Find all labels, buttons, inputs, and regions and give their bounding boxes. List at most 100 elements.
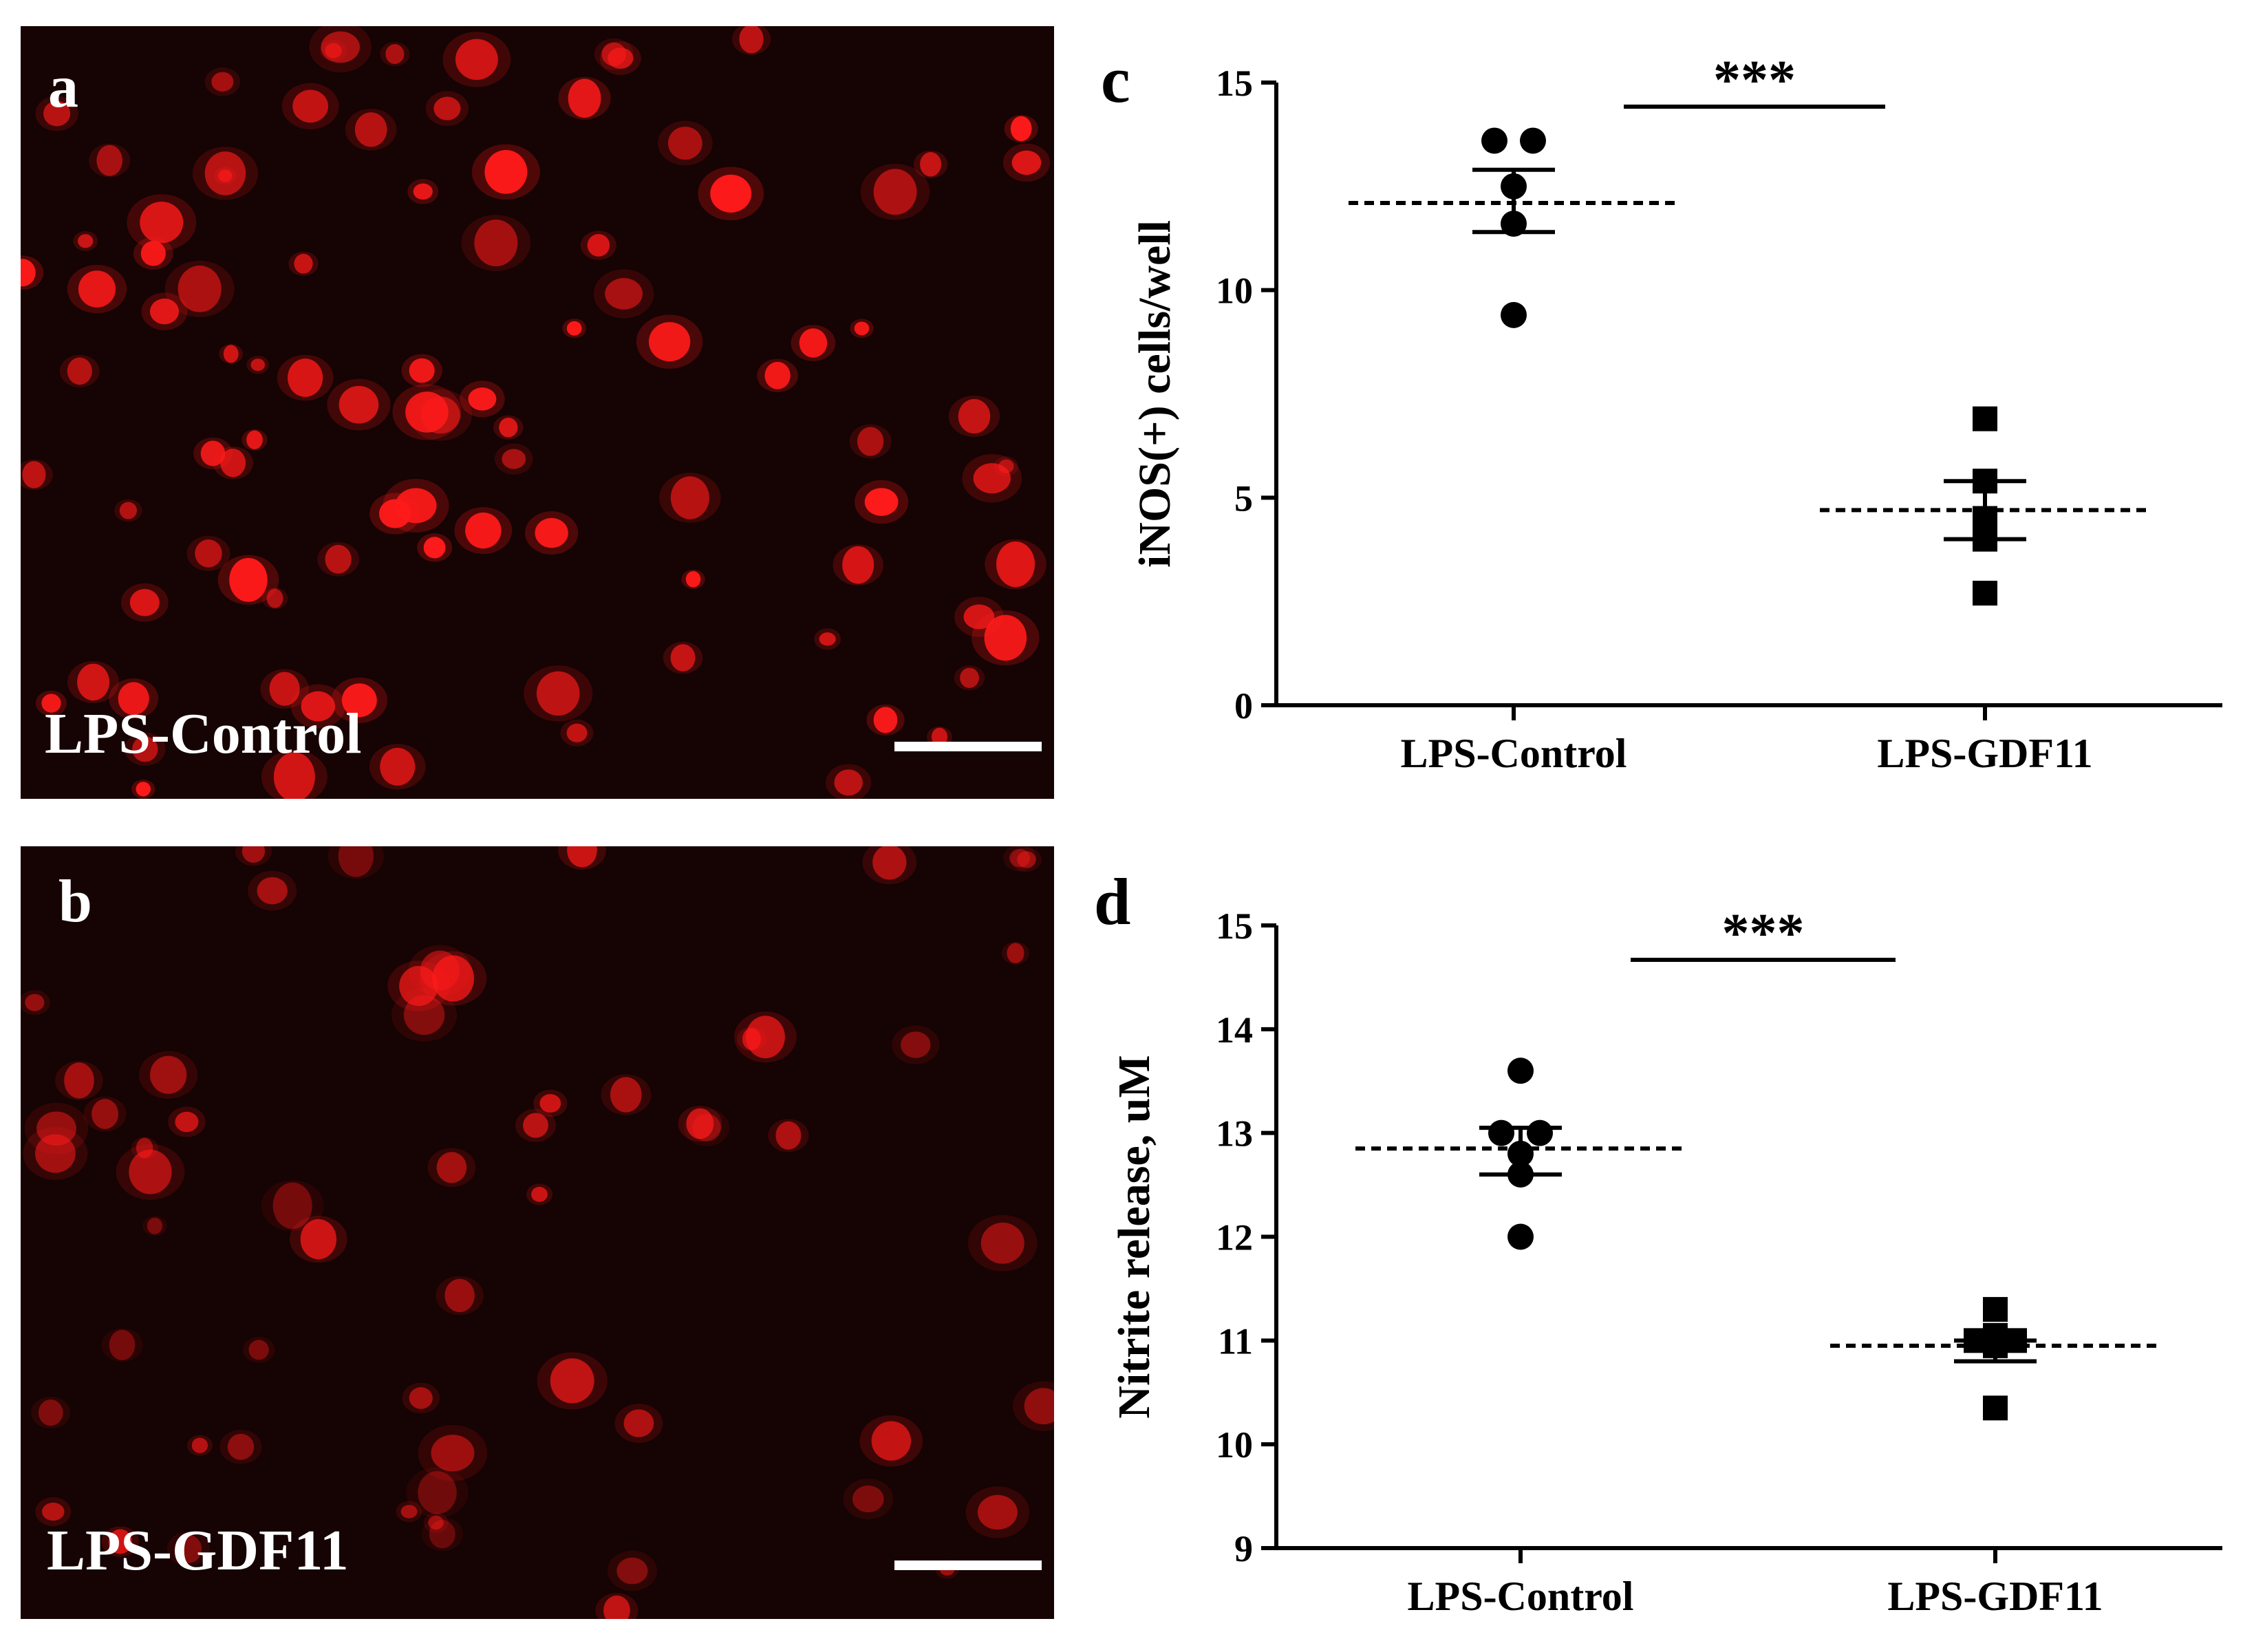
cell-halo xyxy=(167,1532,210,1567)
cell xyxy=(38,1399,63,1426)
cell xyxy=(399,965,438,1007)
cell xyxy=(872,846,907,880)
cell xyxy=(819,632,836,646)
cell xyxy=(175,1111,199,1133)
cells-layer-b xyxy=(21,846,1054,1619)
cell xyxy=(499,418,518,438)
cell-halo xyxy=(607,1550,658,1591)
data-point xyxy=(1501,211,1527,237)
cell xyxy=(465,512,502,549)
cell xyxy=(204,151,246,195)
micrograph-lps-control: a LPS-Control xyxy=(21,26,1054,799)
cell xyxy=(147,1217,163,1234)
cell xyxy=(22,461,46,489)
cell xyxy=(229,557,268,602)
cell xyxy=(568,78,601,118)
image-caption-b: LPS-GDF11 xyxy=(47,1519,349,1583)
cell xyxy=(799,328,828,358)
cell xyxy=(273,752,315,799)
cell xyxy=(354,112,387,147)
cell xyxy=(67,357,92,385)
cell xyxy=(211,72,234,92)
y-tick-label: 12 xyxy=(1216,1217,1253,1258)
cell xyxy=(175,1534,202,1563)
cell xyxy=(136,782,151,797)
cell xyxy=(409,1387,433,1409)
cell xyxy=(242,846,266,863)
panel-letter-b: b xyxy=(58,868,92,935)
cell xyxy=(980,1222,1024,1264)
cell xyxy=(325,43,342,58)
cell-halo xyxy=(423,1512,449,1533)
cell-halo xyxy=(892,1025,940,1064)
cell xyxy=(484,149,528,194)
cell xyxy=(535,517,568,548)
cell-halo xyxy=(1012,1381,1054,1431)
cell xyxy=(670,476,709,519)
data-point xyxy=(1507,1140,1534,1167)
cell xyxy=(610,1077,642,1113)
image-caption-a: LPS-Control xyxy=(45,702,362,766)
y-tick-label: 10 xyxy=(1216,1424,1253,1466)
x-tick-label: LPS-Control xyxy=(1408,1574,1634,1619)
cell xyxy=(294,253,313,274)
data-point xyxy=(1507,1223,1534,1250)
y-tick-label: 0 xyxy=(1234,685,1253,727)
cell xyxy=(43,100,71,127)
cell xyxy=(409,358,435,383)
cell xyxy=(250,358,266,372)
cell xyxy=(432,955,475,1002)
cell xyxy=(195,539,222,568)
cell xyxy=(109,1329,136,1361)
cell xyxy=(998,459,1014,473)
cell xyxy=(623,1409,654,1437)
cell xyxy=(468,387,497,411)
cell xyxy=(1009,848,1031,868)
y-tick-label: 5 xyxy=(1234,478,1253,519)
cell xyxy=(400,1505,418,1519)
cell xyxy=(140,241,166,266)
data-point xyxy=(1488,1119,1514,1146)
cell xyxy=(325,544,352,574)
cell xyxy=(550,1358,594,1404)
cell xyxy=(648,322,691,362)
cell xyxy=(433,96,461,120)
cell xyxy=(977,1494,1018,1530)
cell-halo xyxy=(31,1396,71,1429)
y-axis-label: iNOS(+) cells/well xyxy=(1130,220,1180,568)
cell xyxy=(132,736,158,762)
cell-halo xyxy=(83,1096,127,1132)
cell xyxy=(64,1062,94,1099)
cell xyxy=(288,358,323,397)
cell xyxy=(246,430,263,450)
cell xyxy=(931,727,948,747)
cell xyxy=(996,541,1035,588)
panel-letter-d: d xyxy=(1094,865,1131,938)
cell xyxy=(292,89,329,123)
data-point xyxy=(1507,1161,1534,1188)
cell xyxy=(567,846,597,868)
data-point xyxy=(1481,127,1507,154)
data-point xyxy=(1983,1297,2008,1322)
cell xyxy=(857,427,884,456)
cell xyxy=(566,321,582,336)
data-point xyxy=(1501,301,1527,328)
significance-label: *** xyxy=(1713,50,1796,111)
cell xyxy=(423,537,446,559)
cell xyxy=(667,127,702,160)
cell xyxy=(873,707,898,733)
cell xyxy=(92,1099,119,1129)
cell xyxy=(1011,150,1042,175)
cell xyxy=(257,877,288,905)
cell xyxy=(223,345,239,363)
cell xyxy=(431,1435,475,1472)
cell xyxy=(78,234,94,248)
cell-halo xyxy=(843,1478,894,1520)
cell-halo xyxy=(328,846,385,879)
y-tick-label: 10 xyxy=(1216,270,1253,312)
cell xyxy=(536,671,580,716)
cell xyxy=(603,1595,630,1619)
chart-c-svg: 0 5 10 15 iNOS(+) cells/well LPS-Control LPS-G… xyxy=(1130,50,2222,776)
cell-halo xyxy=(219,1429,262,1464)
